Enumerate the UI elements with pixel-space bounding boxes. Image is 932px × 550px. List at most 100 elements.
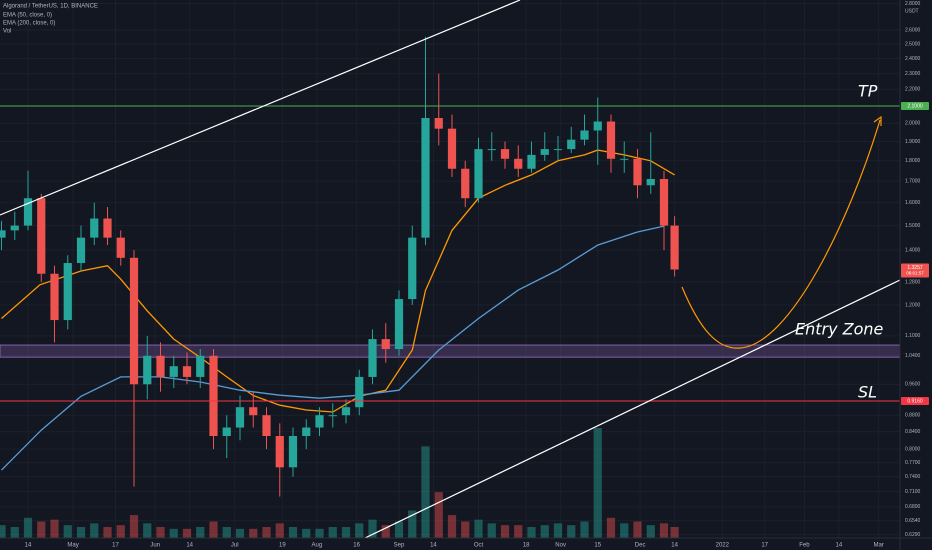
y-tick-label: 2.6000 xyxy=(905,27,921,33)
volume-bar xyxy=(421,446,430,538)
x-tick-label: Nov xyxy=(555,543,566,549)
candle-body xyxy=(394,299,404,350)
volume-bar xyxy=(434,492,443,538)
y-tick-label: 2.0000 xyxy=(905,121,921,127)
volume-bar xyxy=(580,521,589,538)
volume-bar xyxy=(527,527,536,538)
candle-body xyxy=(659,178,669,226)
volume-bar xyxy=(50,519,59,538)
candle-body xyxy=(381,339,390,350)
x-tick-label: 14 xyxy=(430,543,437,549)
volume-bar xyxy=(156,527,165,538)
x-tick-label: Aug xyxy=(312,543,323,549)
y-tick-label: 1.1000 xyxy=(905,333,921,339)
candle-body xyxy=(275,435,284,468)
volume-bar xyxy=(670,527,679,538)
candle-body xyxy=(63,263,72,321)
candle-body xyxy=(143,355,152,385)
last-price-label: 1.3257 xyxy=(907,265,923,271)
level-tag xyxy=(901,101,929,110)
level-tag-label: 0.9160 xyxy=(907,398,923,404)
candle-body xyxy=(156,355,165,377)
level-tag xyxy=(901,396,929,405)
candle-body xyxy=(434,118,443,129)
last-price-tag xyxy=(901,263,929,278)
candle-body xyxy=(646,178,655,186)
volume-bar xyxy=(196,527,205,538)
y-tick-label: 0.8000 xyxy=(905,446,921,452)
y-tick-label: 2.8000 xyxy=(905,1,921,7)
candle-body xyxy=(368,339,377,377)
volume-bar xyxy=(514,525,523,538)
volume-bar xyxy=(275,523,284,538)
volume-bar xyxy=(37,521,46,538)
candle-body xyxy=(593,121,602,131)
volume-bar xyxy=(394,521,404,538)
x-tick-label: 14 xyxy=(836,543,843,549)
volume-bar xyxy=(487,523,496,538)
y-tick-label: 0.8400 xyxy=(905,429,921,435)
volume-bar xyxy=(235,528,245,538)
volume-bar xyxy=(10,527,19,538)
volume-bar xyxy=(302,528,311,538)
candle-body xyxy=(103,218,112,238)
candle-body xyxy=(196,355,205,377)
volume-bar xyxy=(408,510,417,538)
volume-bar xyxy=(553,523,563,538)
volume-bar xyxy=(620,523,629,538)
volume-bar xyxy=(116,525,125,538)
volume-bar xyxy=(129,515,139,538)
candle-body xyxy=(76,237,86,264)
volume-bar xyxy=(447,515,457,538)
level-tag-label: 2.1000 xyxy=(907,103,923,109)
volume-bar xyxy=(249,528,258,538)
x-tick-label: 14 xyxy=(186,543,193,549)
candle-body xyxy=(606,121,616,159)
x-tick-label: 18 xyxy=(523,543,530,549)
x-tick-label: 15 xyxy=(594,543,601,549)
candle-body xyxy=(620,158,629,160)
y-tick-label: 1.0400 xyxy=(905,353,921,359)
volume-bar xyxy=(355,523,364,538)
y-tick-label: 1.8000 xyxy=(905,158,921,164)
legend-ema50: EMA (50, close, 0) xyxy=(3,13,52,19)
candle-body xyxy=(169,366,178,377)
candle-body xyxy=(302,427,311,436)
y-tick-label: 0.7400 xyxy=(905,474,921,480)
volume-bar xyxy=(633,521,642,538)
volume-bar xyxy=(500,525,510,538)
symbol-title: Algorand / TetherUS, 1D, BINANCE xyxy=(3,4,98,10)
y-tick-label: 1.6000 xyxy=(905,200,921,206)
plot-layer xyxy=(0,36,901,538)
volume-bar xyxy=(0,525,6,538)
countdown-label: 06:01:57 xyxy=(906,271,924,276)
x-tick-label: 14 xyxy=(671,543,678,549)
volume-bar xyxy=(23,517,33,538)
candle-body xyxy=(262,415,271,436)
volume-bar xyxy=(381,525,390,538)
candle-body xyxy=(0,230,6,238)
y-tick-label: 2.2000 xyxy=(905,87,921,93)
volume-bar xyxy=(76,527,86,538)
volume-bar xyxy=(341,527,351,538)
entry-zone-label: Entry Zone xyxy=(795,320,884,339)
volume-bar xyxy=(169,528,178,538)
y-tick-label: 0.8800 xyxy=(905,413,921,419)
candle-body xyxy=(116,237,125,258)
x-tick-label: 17 xyxy=(112,543,119,549)
volume-bar xyxy=(222,527,231,538)
candle-body xyxy=(235,407,245,428)
x-tick-label: 2022 xyxy=(716,543,730,549)
ema-line xyxy=(1,225,665,471)
candle-body xyxy=(540,149,549,155)
y-tick-label: 1.4000 xyxy=(905,247,921,253)
y-tick-label: 2.5000 xyxy=(905,41,921,47)
candle-body xyxy=(10,225,19,231)
volume-bar xyxy=(567,525,576,538)
volume-bar xyxy=(540,525,549,538)
candle-body xyxy=(580,130,589,140)
x-tick-label: May xyxy=(67,543,78,549)
x-tick-label: 17 xyxy=(761,543,768,549)
x-tick-label: Mar xyxy=(873,543,883,549)
y-tick-label: 2.3000 xyxy=(905,71,921,77)
